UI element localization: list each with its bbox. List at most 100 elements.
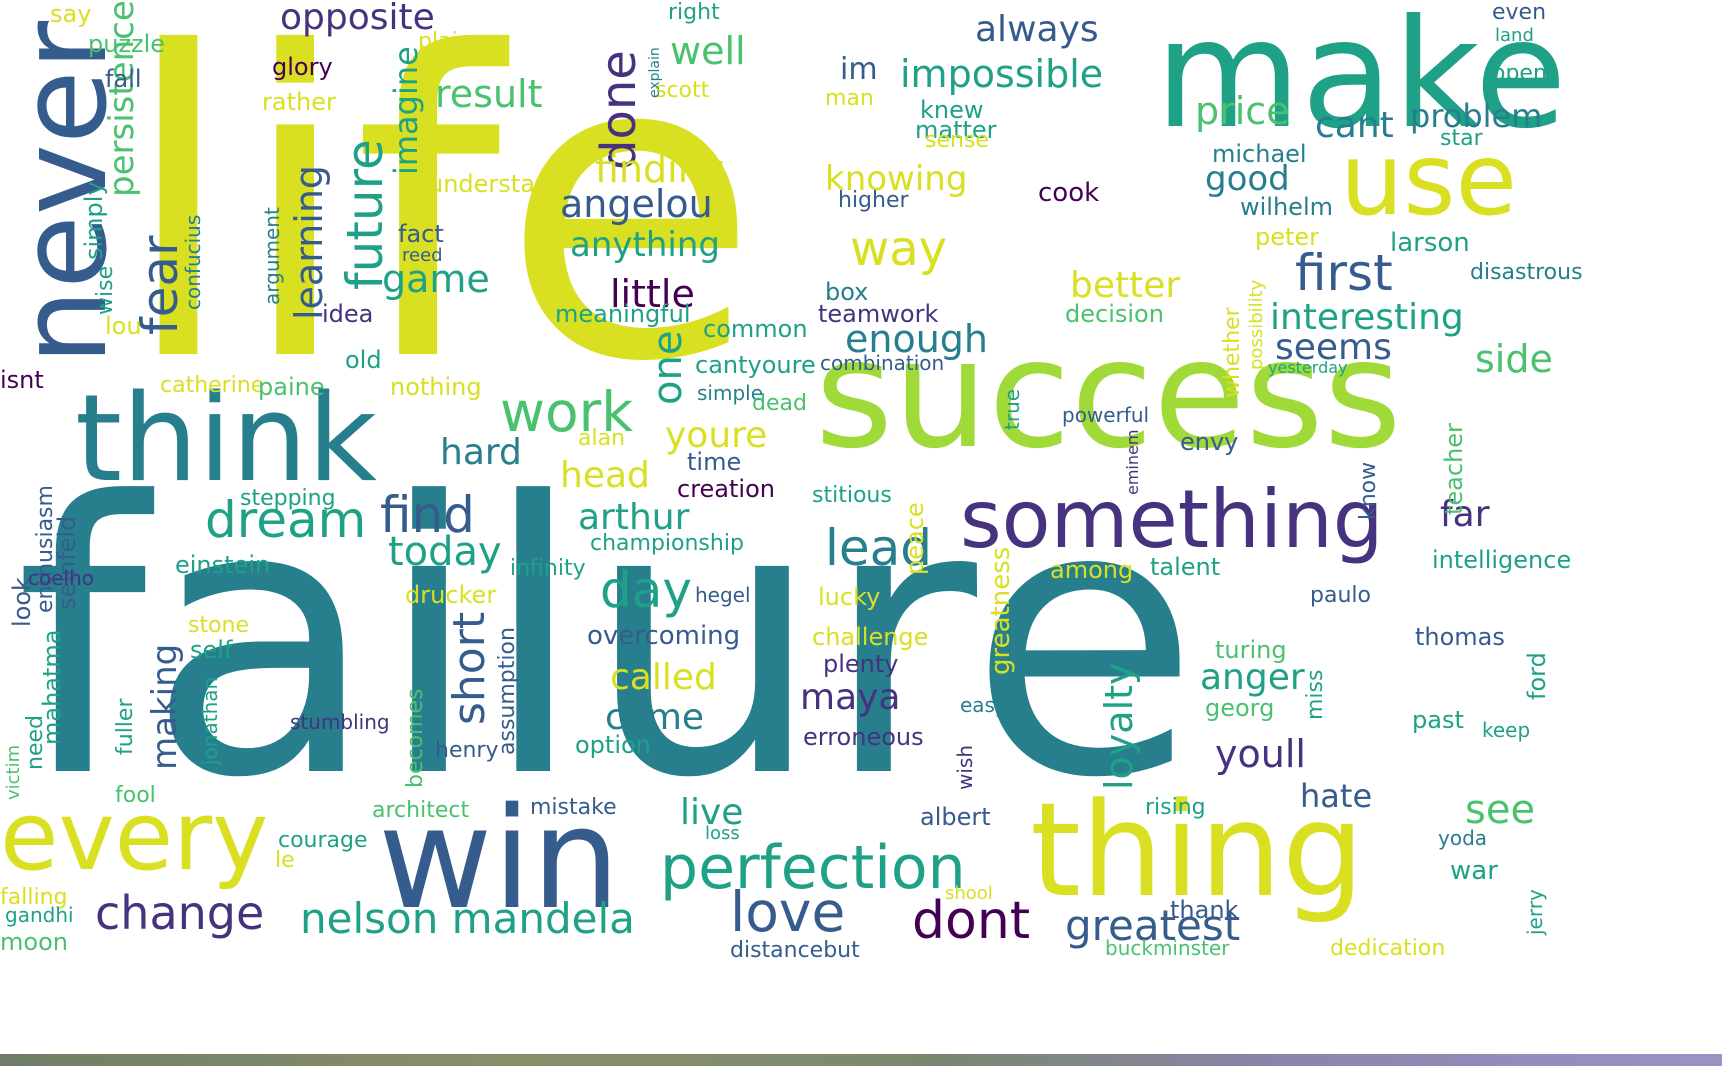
word-simply: simply	[80, 181, 108, 260]
word-lou: lou	[105, 312, 142, 340]
word-dont: dont	[912, 891, 1031, 951]
word-envy: envy	[1180, 428, 1239, 456]
word-option: option	[575, 731, 651, 759]
word-creation: creation	[677, 475, 775, 503]
word-imagine: imagine	[387, 46, 425, 175]
word-plain: plain	[418, 29, 472, 54]
word-star: star	[1440, 126, 1483, 151]
word-intelligence: intelligence	[1432, 546, 1572, 574]
word-among: among	[1050, 556, 1134, 584]
word-matter: matter	[915, 116, 997, 144]
word-hegel: hegel	[695, 583, 751, 607]
word-common: common	[703, 315, 808, 343]
word-short: short	[444, 611, 495, 725]
word-infinity: infinity	[510, 556, 586, 581]
word-lucky: lucky	[818, 583, 881, 611]
word-georg: georg	[1205, 694, 1275, 722]
word-erroneous: erroneous	[803, 723, 924, 751]
word-land: land	[1495, 25, 1534, 46]
word-make: make	[1155, 0, 1567, 162]
word-price: price	[1195, 89, 1290, 133]
word-anger: anger	[1200, 657, 1305, 698]
word-box: box	[825, 278, 869, 306]
word-paine: paine	[258, 373, 325, 401]
word-use: use	[1340, 121, 1518, 238]
word-turing: turing	[1215, 636, 1287, 664]
word-rather: rather	[262, 88, 336, 116]
word-called: called	[610, 657, 717, 698]
word-knew: knew	[920, 96, 984, 124]
word-knowing: knowing	[825, 159, 968, 199]
word-problem: problem	[1410, 97, 1543, 135]
word-open: open	[1492, 61, 1547, 86]
word-gandhi: gandhi	[5, 903, 74, 927]
word-angelou: angelou	[560, 182, 713, 226]
word-albert: albert	[920, 803, 991, 831]
word-jerry: jerry	[1523, 889, 1547, 935]
word-finding: finding	[595, 147, 726, 191]
word-rising: rising	[1145, 795, 1206, 820]
word-know: know	[1356, 461, 1381, 520]
word-loss: loss	[705, 823, 740, 844]
word-nelson-mandela: nelson mandela	[300, 894, 635, 943]
word-arthur: arthur	[578, 497, 690, 538]
word-michael: michael	[1212, 140, 1307, 168]
word-youre: youre	[665, 415, 768, 456]
word-self: self	[190, 636, 233, 664]
word-man: man	[825, 86, 874, 111]
word-whether: whether	[1220, 307, 1245, 398]
word-think: think	[75, 370, 377, 509]
word-wish: wish	[953, 744, 977, 790]
word-dedication: dedication	[1330, 936, 1446, 961]
word-overcoming: overcoming	[587, 621, 741, 651]
word-better: better	[1070, 265, 1181, 306]
word-reed: reed	[402, 245, 443, 266]
word-decision: decision	[1065, 300, 1164, 328]
word-thing: thing	[1030, 774, 1365, 926]
word-ford: ford	[1523, 652, 1551, 700]
word-distancebut: distancebut	[730, 938, 860, 963]
word-simple: simple	[697, 381, 764, 405]
word-idea: idea	[322, 300, 374, 328]
word-right: right	[668, 0, 720, 25]
word-war: war	[1450, 856, 1498, 886]
word-sense: sense	[925, 128, 989, 153]
word-failure: failure	[15, 424, 1200, 860]
word-einstein: einstein	[175, 551, 271, 579]
word-peter: peter	[1255, 223, 1320, 251]
word-nothing: nothing	[390, 373, 482, 401]
word-one: one	[645, 330, 691, 405]
word-stone: stone	[188, 613, 250, 638]
word-stitious: stitious	[812, 483, 892, 508]
word-interesting: interesting	[1270, 297, 1464, 338]
word-making: making	[145, 643, 185, 770]
word-architect: architect	[372, 798, 470, 823]
word-result: result	[435, 72, 543, 116]
word-find: find	[380, 486, 475, 544]
word-championship: championship	[590, 531, 744, 556]
word-cantyoure: cantyoure	[695, 351, 816, 379]
word-falling: falling	[0, 885, 68, 910]
word-cook: cook	[1038, 178, 1100, 208]
word-change: change	[95, 886, 265, 940]
word-thomas: thomas	[1415, 623, 1505, 651]
word-win: win	[378, 778, 621, 941]
word-shool: shool	[945, 883, 993, 904]
word-meaningful: meaningful	[555, 300, 691, 328]
word-larson: larson	[1390, 228, 1470, 258]
word-thank: thank	[1170, 896, 1239, 924]
word-victim: victim	[3, 744, 24, 800]
word-wise: wise	[93, 265, 118, 315]
word-fuller: fuller	[113, 698, 138, 756]
word-fall: fall	[105, 65, 142, 93]
word-plenty: plenty	[823, 650, 899, 678]
word-fear: fear	[131, 235, 189, 335]
word-possibility: possibility	[1246, 279, 1267, 370]
word-time: time	[687, 448, 742, 476]
word-fool: fool	[115, 783, 156, 808]
word-loyalty: loyalty	[1097, 662, 1141, 790]
word-stumbling: stumbling	[290, 710, 390, 734]
word-opposite: opposite	[280, 0, 435, 38]
word-teamwork: teamwork	[818, 300, 939, 328]
